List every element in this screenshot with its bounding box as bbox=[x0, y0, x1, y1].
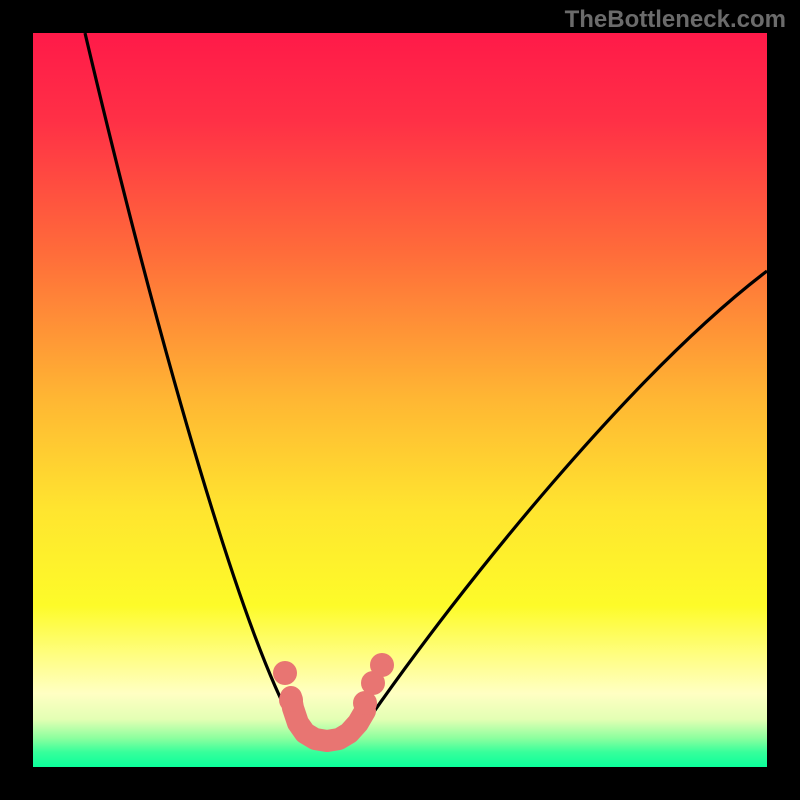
watermark-text: TheBottleneck.com bbox=[565, 6, 786, 34]
marker-dot bbox=[279, 688, 303, 712]
gradient-background bbox=[33, 33, 767, 767]
chart-canvas: TheBottleneck.com bbox=[0, 0, 800, 800]
marker-dot bbox=[370, 653, 394, 677]
bottleneck-chart-svg bbox=[33, 33, 767, 767]
marker-dot bbox=[273, 661, 297, 685]
plot-area bbox=[33, 33, 767, 767]
